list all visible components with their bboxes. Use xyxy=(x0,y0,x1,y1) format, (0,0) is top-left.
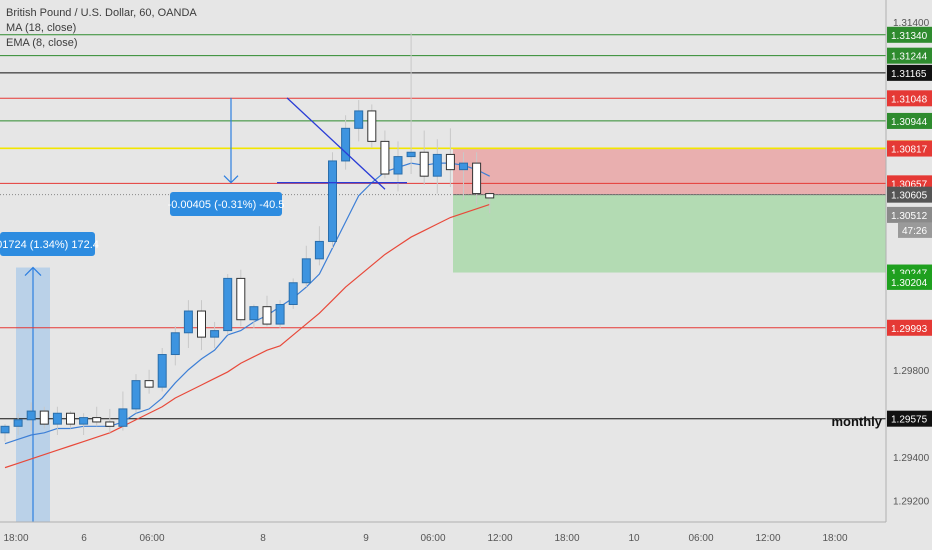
level-axis-label-1-bg xyxy=(887,47,932,64)
candle-body xyxy=(13,419,23,427)
candle-body xyxy=(157,354,167,388)
stop-loss-zone xyxy=(453,148,886,195)
level-axis-label-2: 1.31165 xyxy=(891,69,927,80)
level-axis-label-4-bg xyxy=(887,112,932,129)
countdown-label: 47:26 xyxy=(902,226,927,237)
candle-body xyxy=(105,421,115,427)
candle-body xyxy=(432,153,442,177)
time-tick: 9 xyxy=(363,533,369,544)
time-tick: 18:00 xyxy=(822,533,847,544)
candle-body xyxy=(131,380,141,410)
candle-body xyxy=(354,110,364,129)
candle-body xyxy=(144,380,154,388)
candle-body xyxy=(380,140,390,175)
level-axis-label-3-bg xyxy=(887,90,932,107)
candle-body xyxy=(472,162,482,195)
time-tick: 6 xyxy=(81,533,87,544)
level-axis-label-7: 1.29993 xyxy=(891,324,928,335)
level-axis-label-2-bg xyxy=(887,64,932,81)
candle-body xyxy=(419,151,429,177)
level-axis-label-4: 1.30944 xyxy=(891,117,928,128)
time-tick: 06:00 xyxy=(139,533,164,544)
measure-up-label: 01724 (1.34%) 172.4 xyxy=(0,239,99,251)
candle-body xyxy=(288,282,298,305)
level-axis-label-0-bg xyxy=(887,26,932,43)
symbol-title[interactable]: British Pound / U.S. Dollar, 60, OANDA xyxy=(6,7,197,19)
price-tick: 1.29800 xyxy=(893,366,930,377)
time-tick: 18:00 xyxy=(554,533,579,544)
chart-legend: British Pound / U.S. Dollar, 60, OANDA M… xyxy=(6,6,197,51)
candle-body xyxy=(249,306,259,321)
candle-body xyxy=(223,277,233,332)
ema-line xyxy=(4,162,490,445)
candle-body xyxy=(0,425,10,434)
candle-body xyxy=(341,127,351,162)
candle-body xyxy=(197,310,206,338)
candle-body xyxy=(39,410,49,425)
time-tick: 10 xyxy=(628,533,640,544)
price-tick: 1.29200 xyxy=(893,496,930,507)
time-tick: 12:00 xyxy=(755,533,780,544)
price-tick: 1.29400 xyxy=(893,453,930,464)
measure-down-label: -0.00405 (-0.31%) -40.5 xyxy=(168,199,285,211)
level-axis-label-6: 1.30657 xyxy=(891,179,928,190)
time-tick: 18:00 xyxy=(3,533,28,544)
monthly-annotation: monthly xyxy=(831,414,882,429)
candle-body xyxy=(328,160,337,242)
price-tick: 1.31400 xyxy=(893,18,930,29)
time-tick: 8 xyxy=(260,533,266,544)
candle-body xyxy=(314,240,324,260)
time-tick: 06:00 xyxy=(688,533,713,544)
candle-body xyxy=(210,330,220,338)
level-axis-label-8: 1.29575 xyxy=(891,415,928,426)
candle-body xyxy=(170,332,180,356)
extra-axis-label-4-bg xyxy=(887,273,932,290)
level-axis-label-1: 1.31244 xyxy=(891,52,928,63)
measure-down-label-bg xyxy=(170,192,282,216)
level-axis-label-3: 1.31048 xyxy=(891,94,928,105)
candle-body xyxy=(183,310,193,334)
candle-body xyxy=(485,193,495,199)
candle-body xyxy=(92,417,102,423)
level-axis-label-0: 1.31340 xyxy=(891,31,928,42)
candle-body xyxy=(52,412,62,425)
extra-axis-label-1: 1.30605 xyxy=(891,191,928,202)
candle-body xyxy=(459,162,468,171)
candle-body xyxy=(26,410,36,421)
countdown-bg xyxy=(898,222,932,238)
extra-axis-label-0: 1.30817 xyxy=(891,145,928,156)
extra-axis-label-1-bg xyxy=(887,186,932,203)
time-tick: 12:00 xyxy=(487,533,512,544)
ma-indicator-label[interactable]: MA (18, close) xyxy=(6,22,77,34)
trendline-descending xyxy=(286,97,386,190)
time-tick: 06:00 xyxy=(420,533,445,544)
extra-axis-label-2-bg xyxy=(887,206,932,223)
candle-body xyxy=(367,110,377,142)
level-axis-label-7-bg xyxy=(887,319,932,336)
extra-axis-label-2: 1.30512 xyxy=(891,211,928,222)
measure-down-arrow-head xyxy=(223,175,239,184)
measure-up-label-bg xyxy=(0,232,95,256)
candle-body xyxy=(66,412,75,425)
take-profit-zone xyxy=(453,194,886,273)
extra-axis-label-4: 1.30204 xyxy=(891,278,928,289)
candle-body xyxy=(236,277,246,321)
candle-body xyxy=(445,153,455,171)
candle-body xyxy=(79,417,89,425)
ma-line xyxy=(4,203,490,469)
candle-body xyxy=(262,306,272,325)
level-axis-label-8-bg xyxy=(887,410,932,427)
ema-indicator-label[interactable]: EMA (8, close) xyxy=(6,37,78,49)
candle-body xyxy=(393,156,403,175)
candle-body xyxy=(118,408,128,427)
candle-body xyxy=(301,258,311,284)
measure-up-arrow-head xyxy=(24,266,42,276)
candle-body xyxy=(406,151,416,158)
candle-body xyxy=(275,304,285,325)
extra-axis-label-0-bg xyxy=(887,140,932,157)
